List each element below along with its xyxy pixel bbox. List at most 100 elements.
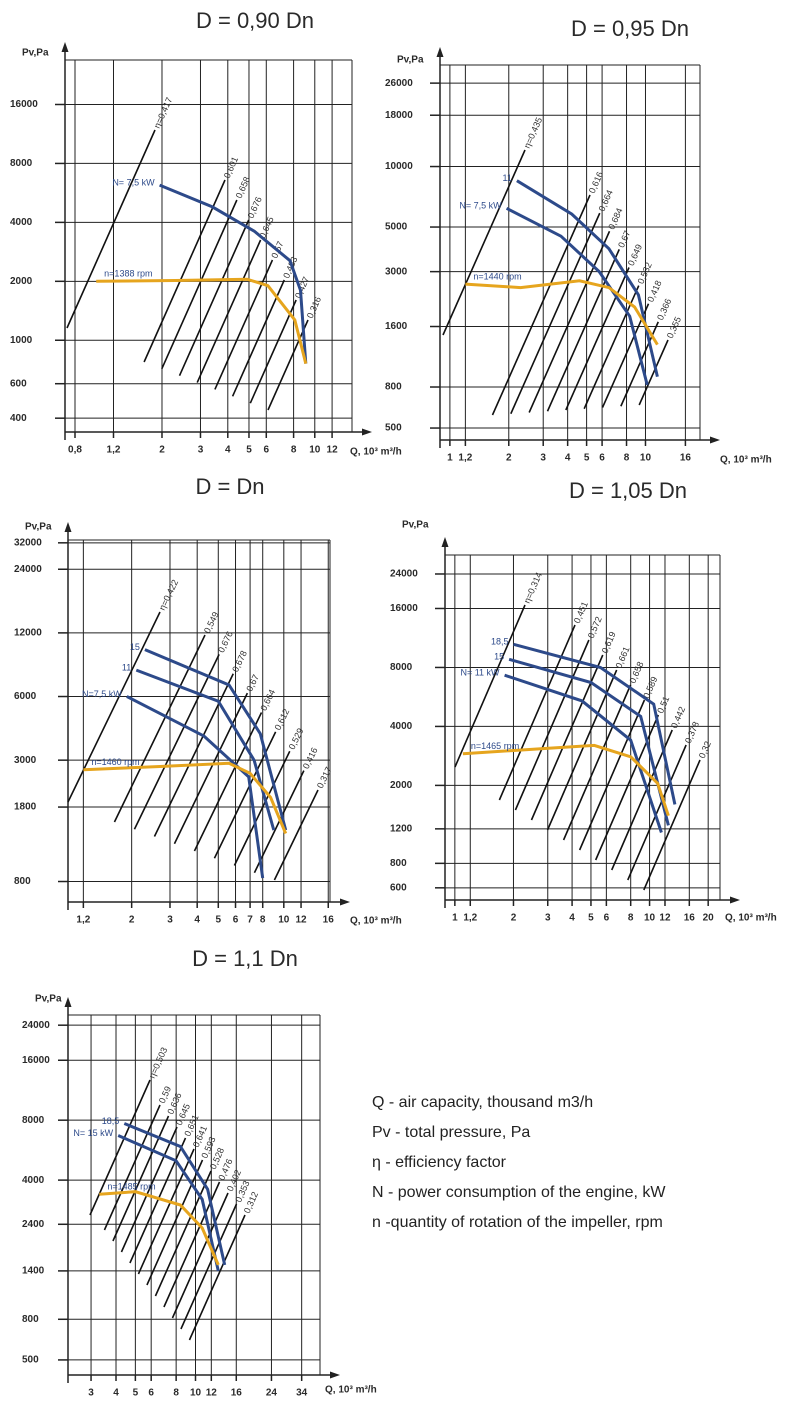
x-tick-label: 12 xyxy=(206,1388,218,1399)
efficiency-line xyxy=(267,319,309,411)
series-label: n=1465 rpm xyxy=(471,741,519,751)
series-line xyxy=(465,279,659,346)
y-tick-label: 2000 xyxy=(10,276,33,287)
efficiency-label: η=0,435 xyxy=(522,116,544,150)
y-tick-label: 600 xyxy=(390,882,407,893)
efficiency-line xyxy=(273,789,319,881)
efficiency-label: 0,529 xyxy=(287,727,306,752)
chart-title: D = Dn xyxy=(195,474,264,499)
efficiency-line xyxy=(178,219,250,377)
series-label: 18,5 xyxy=(491,637,509,647)
series-label: 15 xyxy=(130,642,140,652)
series-line xyxy=(144,648,288,831)
efficiency-label: 0,67 xyxy=(616,229,632,249)
legend-line: Q - air capacity, thousand m3/h xyxy=(372,1094,593,1111)
series-line xyxy=(513,642,677,805)
efficiency-label: 0,572 xyxy=(586,615,604,640)
x-axis-label: Q, 10³ m³/h xyxy=(350,916,402,927)
efficiency-line xyxy=(146,1159,204,1286)
efficiency-line xyxy=(103,1104,161,1231)
efficiency-line xyxy=(583,285,640,410)
y-tick-label: 16000 xyxy=(22,1055,50,1066)
efficiency-line xyxy=(562,684,632,841)
x-tick-label: 8 xyxy=(291,445,297,456)
series-line xyxy=(462,743,670,817)
efficiency-line xyxy=(233,750,291,866)
y-tick-label: 4000 xyxy=(390,721,413,732)
x-axis-label: Q, 10³ m³/h xyxy=(720,455,772,466)
x-tick-label: 10 xyxy=(278,915,290,926)
efficiency-line xyxy=(546,249,620,412)
x-tick-label: 16 xyxy=(680,453,692,464)
series-line xyxy=(505,206,649,386)
x-tick-label: 1,2 xyxy=(107,445,121,456)
series-label: 11 xyxy=(503,173,512,183)
y-tick-label: 1600 xyxy=(385,321,408,332)
efficiency-line xyxy=(528,230,611,413)
chart: D = 0,95 Dn Pv,Pa Q, 10³ m³/h 500 800 1600 300… xyxy=(385,16,772,466)
efficiency-label: η=0,503 xyxy=(147,1046,169,1080)
y-tick-label: 8000 xyxy=(10,158,33,169)
x-tick-label: 6 xyxy=(233,915,239,926)
efficiency-label: 0,619 xyxy=(600,630,618,655)
efficiency-line xyxy=(153,673,234,837)
x-tick-label: 16 xyxy=(684,913,696,924)
efficiency-line xyxy=(129,1137,187,1264)
y-axis-label: Pv,Pa xyxy=(402,520,429,531)
x-tick-label: 3 xyxy=(540,453,546,464)
x-tick-label: 10 xyxy=(309,445,321,456)
x-axis-arrow xyxy=(730,896,740,904)
efficiency-line xyxy=(171,1192,229,1319)
x-tick-label: 3 xyxy=(198,445,204,456)
efficiency-label: 0,32 xyxy=(697,740,713,760)
y-axis-label: Pv,Pa xyxy=(397,55,424,66)
efficiency-line xyxy=(565,267,630,411)
x-tick-label: 10 xyxy=(644,913,656,924)
y-tick-label: 5000 xyxy=(385,222,408,233)
y-tick-label: 32000 xyxy=(14,537,42,548)
series-line xyxy=(123,1122,227,1266)
y-tick-label: 26000 xyxy=(385,78,413,89)
efficiency-line xyxy=(610,729,673,871)
series-label: 18,5 xyxy=(102,1116,120,1126)
y-tick-label: 6000 xyxy=(14,691,37,702)
efficiency-line xyxy=(454,604,526,768)
x-tick-label: 2 xyxy=(129,915,135,926)
chart-title: D = 1,1 Dn xyxy=(192,946,298,971)
efficiency-label: 0,664 xyxy=(258,688,277,713)
x-tick-label: 4 xyxy=(225,445,231,456)
efficiency-line xyxy=(231,279,286,397)
series-label: n=1440 rpm xyxy=(473,272,521,282)
x-tick-label: 5 xyxy=(216,915,222,926)
efficiency-label: 0,51 xyxy=(655,695,671,715)
efficiency-line xyxy=(249,299,297,404)
x-tick-label: 1,2 xyxy=(463,913,477,924)
legend-line: Pv - total pressure, Pa xyxy=(372,1124,530,1141)
series-line xyxy=(99,1190,220,1266)
efficiency-line xyxy=(193,712,263,852)
x-tick-label: 5 xyxy=(133,1388,139,1399)
efficiency-line xyxy=(214,259,274,390)
series-label: N= 11 kW xyxy=(460,668,500,678)
efficiency-label: 0,649 xyxy=(626,243,644,268)
y-tick-label: 3000 xyxy=(14,755,37,766)
x-tick-label: 4 xyxy=(565,453,571,464)
series-label: 15 xyxy=(494,652,504,662)
y-tick-label: 16000 xyxy=(10,99,38,110)
y-tick-label: 400 xyxy=(10,413,27,424)
y-tick-label: 1200 xyxy=(390,823,413,834)
series-label: N=7,5 kW xyxy=(82,689,122,699)
efficiency-label: 0,316 xyxy=(305,295,323,320)
x-tick-label: 20 xyxy=(703,913,715,924)
efficiency-label: 0,378 xyxy=(683,720,701,745)
chart-title: D = 0,95 Dn xyxy=(571,16,689,41)
x-tick-label: 5 xyxy=(588,913,594,924)
efficiency-label: η=0,422 xyxy=(157,578,180,612)
y-tick-label: 2400 xyxy=(22,1219,45,1230)
x-axis-label: Q, 10³ m³/h xyxy=(325,1385,377,1396)
x-tick-label: 4 xyxy=(113,1388,119,1399)
efficiency-label: 0,678 xyxy=(230,649,249,674)
y-tick-label: 500 xyxy=(385,423,402,434)
x-axis-arrow xyxy=(710,436,720,444)
series-line xyxy=(126,695,265,879)
